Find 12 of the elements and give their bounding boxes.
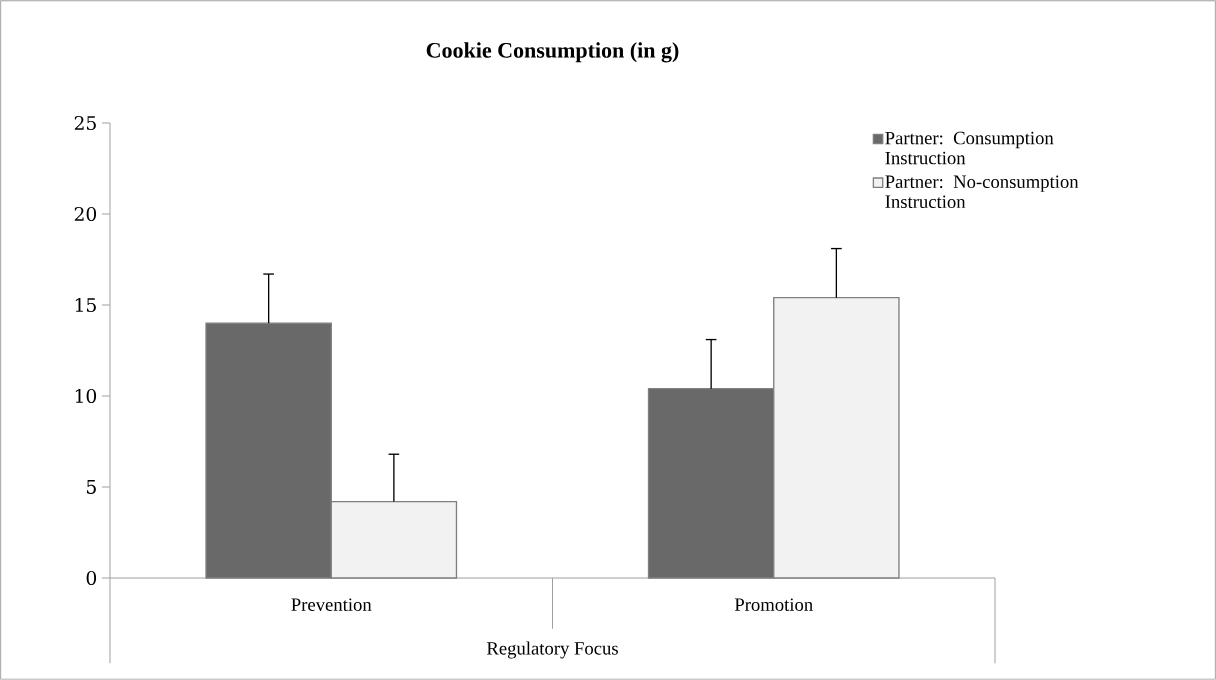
y-tick-label: 20 [74, 206, 97, 222]
y-tick-label: 25 [74, 115, 96, 131]
x-axis-title: Regulatory Focus [486, 641, 618, 659]
y-tick-label: 0 [86, 570, 97, 586]
x-tick-label: Prevention [291, 598, 372, 611]
chart-title: Cookie Consumption (in g) [426, 42, 679, 63]
y-tick-label: 5 [87, 480, 96, 494]
y-tick-label: 10 [75, 388, 97, 404]
legend-label: Partner: Consumption Instruction [885, 131, 1054, 165]
x-tick-label: Promotion [734, 598, 813, 611]
legend-label: Partner: No-consumption Instruction [885, 175, 1079, 209]
y-tick-label: 15 [75, 297, 96, 313]
